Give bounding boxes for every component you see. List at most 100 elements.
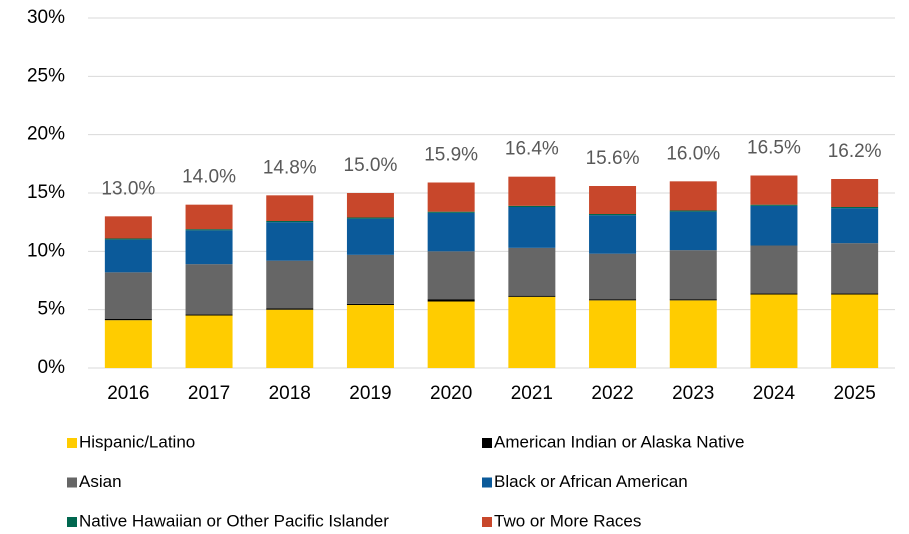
legend-label: American Indian or Alaska Native — [494, 432, 744, 451]
total-label: 16.0% — [666, 143, 720, 164]
y-tick-label: 25% — [27, 65, 65, 86]
legend-swatch — [482, 438, 492, 448]
x-tick-label: 2023 — [672, 383, 714, 404]
bar-segment — [104, 272, 152, 319]
legend-label: Two or More Races — [494, 511, 641, 530]
bar-segment — [831, 179, 879, 207]
bar-segment — [508, 205, 556, 207]
bar-segment — [427, 211, 475, 213]
x-tick-label: 2016 — [107, 383, 149, 404]
bar-segment — [346, 305, 394, 368]
bar-segment — [104, 216, 152, 239]
bar-segment — [427, 212, 475, 252]
bar-segment — [589, 299, 637, 301]
bar-segment — [508, 295, 556, 297]
bar-segment — [427, 251, 475, 300]
bar-segment — [750, 205, 798, 246]
bar-segment — [266, 308, 314, 310]
bar-segment — [669, 300, 717, 368]
legend-swatch — [67, 438, 77, 448]
bar-segment — [508, 296, 556, 368]
total-label: 15.9% — [424, 145, 478, 166]
legend-label: Native Hawaiian or Other Pacific Islande… — [79, 511, 389, 530]
x-tick-label: 2025 — [834, 383, 876, 404]
bar-segment — [750, 175, 798, 205]
legend-swatch — [67, 517, 77, 527]
bar-segment — [750, 293, 798, 295]
bar-segment — [266, 309, 314, 368]
x-tick-label: 2017 — [188, 383, 230, 404]
bar-segment — [669, 211, 717, 251]
bar-segment — [104, 320, 152, 368]
bar-segment — [185, 229, 233, 231]
x-tick-label: 2018 — [269, 383, 311, 404]
total-label: 16.2% — [828, 141, 882, 162]
total-label: 15.6% — [586, 148, 640, 169]
bar-segment — [669, 181, 717, 211]
bar-segment — [185, 204, 233, 230]
legend-swatch — [482, 477, 492, 488]
bar-segment — [427, 182, 475, 212]
total-label: 14.0% — [182, 167, 236, 188]
bar-segment — [185, 230, 233, 265]
bar-segment — [104, 238, 152, 240]
total-label: 16.4% — [505, 139, 559, 160]
total-label: 16.5% — [747, 138, 801, 159]
bar-segment — [427, 301, 475, 368]
bar-segment — [589, 214, 637, 216]
bar-segment — [104, 239, 152, 273]
total-label: 13.0% — [101, 178, 155, 199]
bar-segment — [266, 195, 314, 221]
bar-segment — [266, 260, 314, 309]
bar-segment — [669, 250, 717, 300]
bar-segment — [831, 208, 879, 244]
bar-segment — [589, 186, 637, 214]
bar-segment — [508, 207, 556, 248]
y-tick-label: 5% — [38, 299, 66, 320]
bar-segment — [669, 210, 717, 212]
total-label: 15.0% — [344, 155, 398, 176]
y-tick-label: 15% — [27, 182, 65, 203]
legend-label: Hispanic/Latino — [79, 432, 195, 451]
x-tick-label: 2021 — [511, 383, 553, 404]
legend-label: Black or African American — [494, 472, 688, 491]
x-tick-label: 2019 — [349, 383, 391, 404]
bar-segment — [346, 218, 394, 255]
y-tick-label: 20% — [27, 124, 65, 145]
bar-segment — [750, 294, 798, 368]
x-tick-label: 2022 — [591, 383, 633, 404]
bar-segment — [185, 314, 233, 316]
bar-segment — [750, 245, 798, 294]
bar-segment — [346, 217, 394, 219]
legend-swatch — [67, 477, 77, 488]
bar-segment — [589, 300, 637, 368]
x-tick-label: 2020 — [430, 383, 472, 404]
bar-segment — [266, 222, 314, 261]
bar-segment — [831, 243, 879, 294]
bar-segment — [750, 204, 798, 206]
bar-segment — [589, 215, 637, 254]
bar-segment — [346, 303, 394, 305]
bar-segment — [346, 193, 394, 218]
bar-segment — [104, 319, 152, 321]
bar-segment — [589, 253, 637, 300]
bar-segment — [508, 176, 556, 206]
bar-segment — [346, 254, 394, 304]
y-tick-label: 10% — [27, 240, 65, 261]
legend-label: Asian — [79, 472, 122, 491]
y-tick-label: 30% — [27, 7, 65, 28]
bar-segment — [427, 299, 475, 302]
x-tick-label: 2024 — [753, 383, 796, 404]
bar-segment — [266, 221, 314, 223]
bar-segment — [831, 294, 879, 368]
legend-swatch — [482, 517, 492, 527]
bar-segment — [669, 299, 717, 301]
total-label: 14.8% — [263, 157, 317, 178]
bar-segment — [508, 247, 556, 296]
bar-segment — [185, 264, 233, 315]
y-tick-label: 0% — [38, 357, 66, 378]
bar-segment — [185, 315, 233, 368]
bar-segment — [831, 207, 879, 209]
bar-segment — [831, 293, 879, 295]
